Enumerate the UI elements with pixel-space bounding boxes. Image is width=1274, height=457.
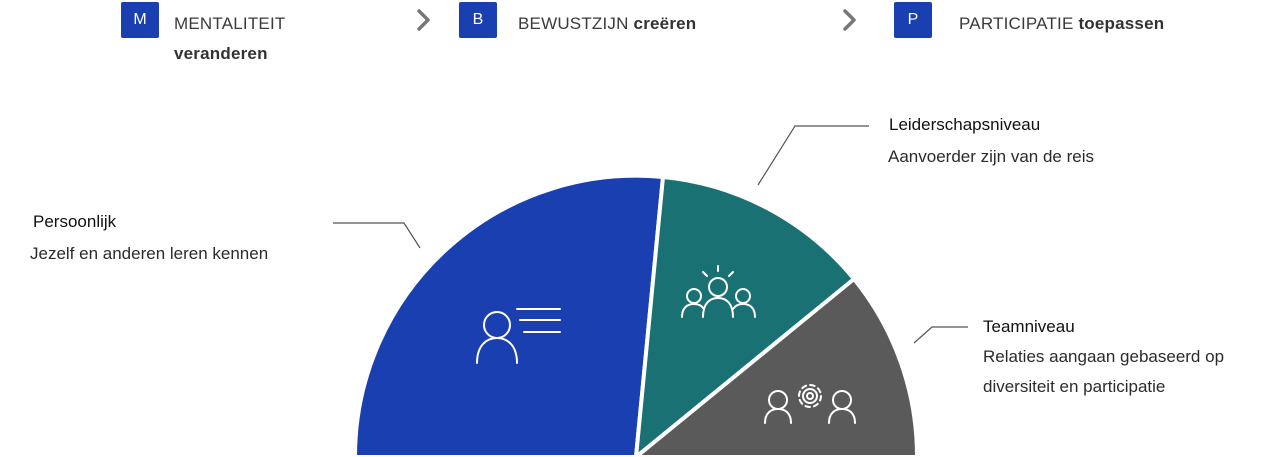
segment-leiderschap: [634, 175, 856, 457]
step-participatie: P PARTICIPATIE toepassen: [894, 2, 1164, 39]
step-mentaliteit: M MENTALITEIT veranderen: [121, 2, 285, 69]
step-badge-m: M: [121, 2, 159, 38]
label-description-line-2: diversiteit en participatie: [983, 377, 1166, 396]
group-leader-icon: [681, 265, 756, 318]
team-gear-icon: [764, 384, 856, 424]
step-badge-p: P: [894, 2, 932, 38]
label-leiderschap: Leiderschapsniveau: [889, 109, 1040, 141]
chevron-right-icon: [417, 9, 430, 31]
step-label-participatie: PARTICIPATIE toepassen: [959, 2, 1164, 39]
step-word-1: BEWUSTZIJN: [518, 14, 629, 33]
label-team: Teamniveau: [983, 311, 1075, 343]
label-persoonlijk: Persoonlijk: [33, 206, 116, 238]
label-title: Leiderschapsniveau: [889, 115, 1041, 134]
label-title: Persoonlijk: [33, 212, 117, 231]
step-label-mentaliteit: MENTALITEIT veranderen: [174, 2, 285, 69]
step-label-bewustzijn: BEWUSTZIJN creëren: [518, 2, 696, 39]
label-description-line-1: Relaties aangaan gebaseerd op: [983, 347, 1225, 366]
step-word-1: PARTICIPATIE: [959, 14, 1074, 33]
chevron-right-icon: [843, 9, 856, 31]
label-description: Aanvoerder zijn van de reis: [888, 147, 1095, 166]
step-badge-b: B: [459, 2, 497, 38]
segment-team: [634, 277, 920, 457]
step-word-2: creëren: [633, 14, 697, 33]
description-leiderschap: Aanvoerder zijn van de reis: [888, 141, 1094, 173]
connector-line-leiderschap: [757, 125, 869, 186]
step-word-1: MENTALITEIT: [174, 14, 286, 33]
label-title: Teamniveau: [983, 317, 1075, 336]
connector-line-team: [913, 326, 968, 344]
label-description: Jezelf en anderen leren kennen: [30, 244, 269, 263]
description-team: Relaties aangaan gebaseerd op diversitei…: [983, 342, 1224, 402]
step-word-2: toepassen: [1078, 14, 1165, 33]
segment-persoonlijk: [352, 173, 665, 457]
connector-line-persoonlijk: [333, 222, 421, 249]
step-bewustzijn: B BEWUSTZIJN creëren: [459, 2, 696, 39]
person-card-icon: [476, 308, 561, 364]
description-persoonlijk: Jezelf en anderen leren kennen: [30, 238, 268, 270]
step-word-2: veranderen: [174, 44, 268, 63]
